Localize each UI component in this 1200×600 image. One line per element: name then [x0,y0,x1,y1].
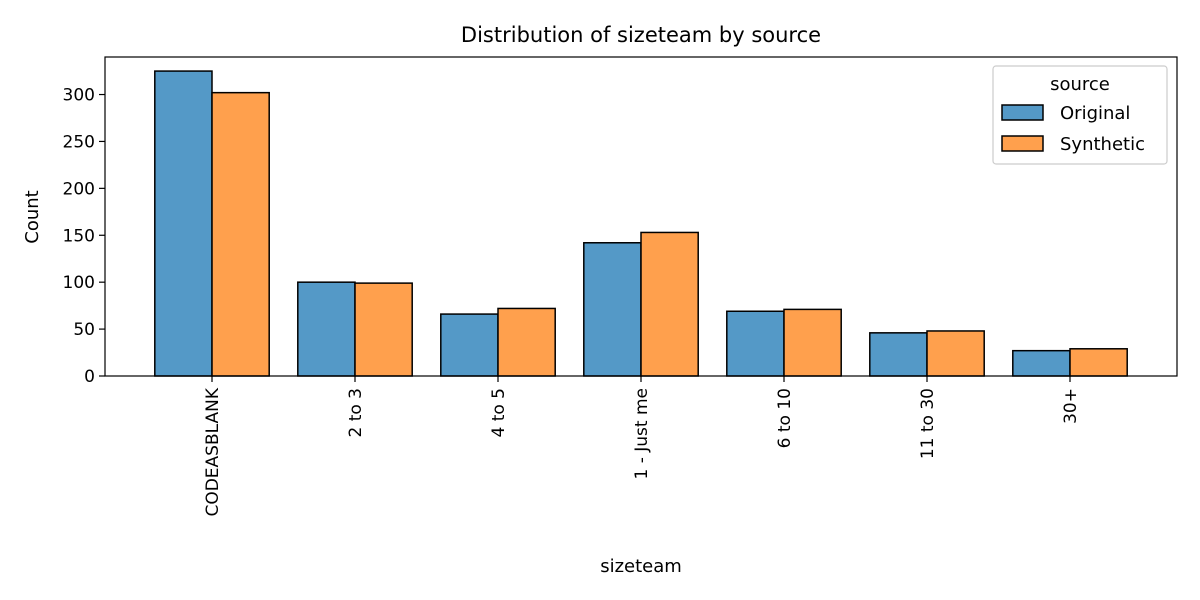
legend-swatch-synthetic [1001,135,1044,152]
legend-title: source [1050,74,1110,95]
bar-synthetic-0 [211,91,270,377]
y-tick-label: 50 [73,320,95,340]
x-tick-label: 2 to 3 [346,388,366,438]
x-axis-title: sizeteam [600,556,682,577]
bar-original-5 [869,332,928,377]
legend-label-original: Original [1060,103,1130,124]
x-tick-label: 11 to 30 [918,388,938,459]
bar-synthetic-5 [926,330,985,377]
bar-original-4 [726,310,785,377]
x-tick-label: CODEASBLANK [203,387,223,516]
y-axis-title: Count [22,190,43,243]
legend-swatch-original [1001,104,1044,121]
bar-original-2 [440,313,499,377]
bar-synthetic-6 [1069,348,1128,377]
bar-original-1 [297,281,356,377]
y-tick-label: 150 [63,226,95,246]
x-tick-label: 30+ [1061,388,1081,424]
bars-layer [154,70,1128,377]
bar-synthetic-1 [354,282,413,377]
x-tick-label: 1 - Just me [632,388,652,480]
y-tick-label: 100 [63,273,95,293]
y-tick-label: 200 [63,179,95,199]
y-tick-label: 300 [63,86,95,106]
legend-label-synthetic: Synthetic [1060,134,1145,155]
bar-original-6 [1012,349,1071,377]
bar-synthetic-2 [497,307,556,377]
bar-original-3 [583,242,642,377]
bar-synthetic-4 [783,308,842,377]
x-tick-label: 6 to 10 [775,388,795,448]
x-tick-label: 4 to 5 [489,388,509,438]
y-tick-label: 250 [63,132,95,152]
legend: source Original Synthetic [992,65,1168,165]
chart-title: Distribution of sizeteam by source [461,23,821,47]
y-tick-label: 0 [84,367,95,387]
bar-synthetic-3 [640,231,699,377]
bar-original-0 [154,70,213,377]
axes-layer: 0 50 100 150 200 250 300 CODEASBLANK 2 to 3 4 to … [63,56,1178,517]
